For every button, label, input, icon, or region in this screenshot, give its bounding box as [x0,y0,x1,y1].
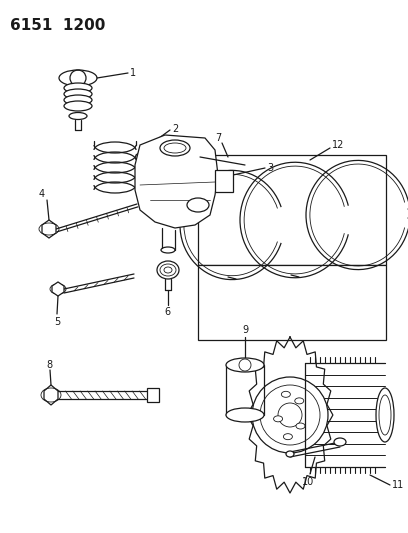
Ellipse shape [296,423,305,429]
Circle shape [252,377,328,453]
Ellipse shape [274,416,283,422]
Ellipse shape [64,101,92,111]
Polygon shape [42,220,56,238]
Ellipse shape [160,140,190,156]
Text: 12: 12 [332,140,344,150]
Ellipse shape [334,438,346,446]
Text: 7: 7 [215,133,221,143]
Polygon shape [52,282,64,296]
Text: 6: 6 [164,307,170,317]
Text: 6151  1200: 6151 1200 [10,18,105,33]
Ellipse shape [64,83,92,93]
Text: 3: 3 [267,163,273,173]
Ellipse shape [226,358,264,372]
Text: 8: 8 [46,360,52,370]
Ellipse shape [286,451,294,457]
Ellipse shape [376,388,394,442]
Ellipse shape [64,95,92,105]
Ellipse shape [187,198,209,212]
Ellipse shape [284,434,293,440]
Ellipse shape [157,261,179,279]
Ellipse shape [226,408,264,422]
Text: 2: 2 [172,124,178,134]
Ellipse shape [64,89,92,99]
Bar [215,170,233,192]
Text: 5: 5 [54,317,60,327]
Ellipse shape [295,398,304,404]
Polygon shape [44,385,58,405]
Text: 1: 1 [130,68,136,78]
Ellipse shape [282,391,290,397]
Bar [198,155,386,265]
Text: 11: 11 [392,480,404,490]
Text: 4: 4 [39,189,45,199]
Ellipse shape [59,70,97,86]
Polygon shape [135,135,218,228]
Text: 9: 9 [242,325,248,335]
Text: 10: 10 [302,477,314,487]
Ellipse shape [69,112,87,119]
Bar [147,388,159,402]
Bar [198,265,386,340]
